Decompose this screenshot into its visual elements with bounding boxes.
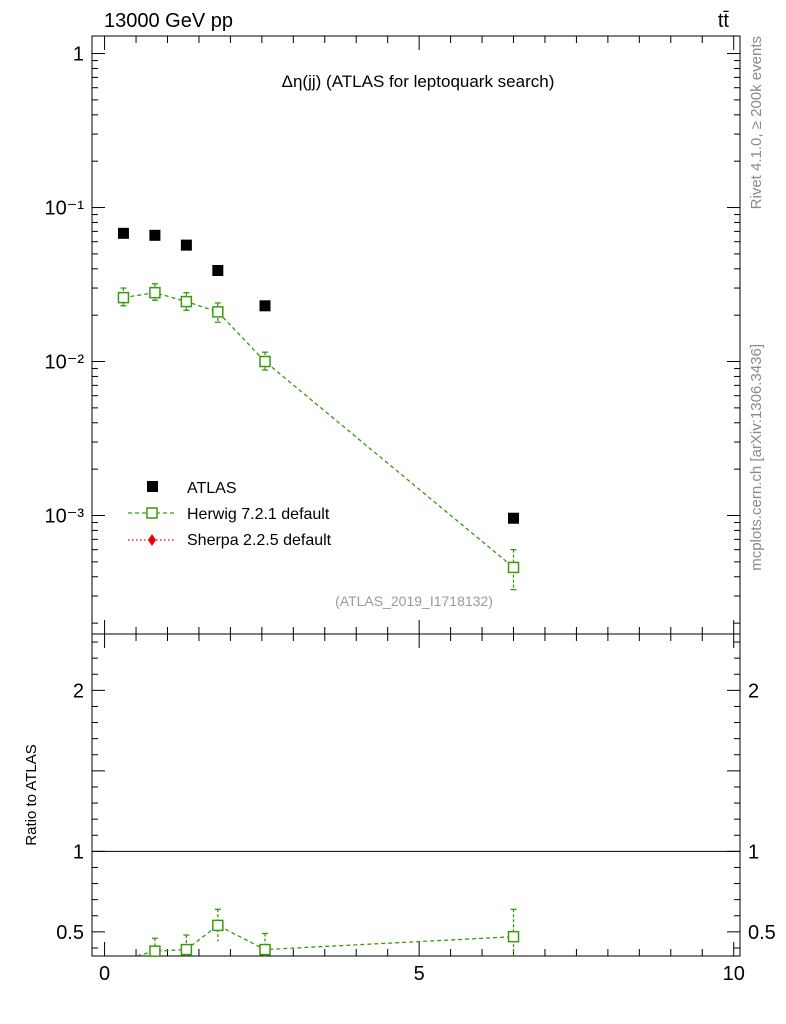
herwig-main-point	[507, 561, 520, 574]
ratio-ylabel: Ratio to ATLAS	[23, 744, 40, 845]
ratio-ytick-label: 2	[73, 680, 84, 702]
herwig-ratio-point	[149, 945, 161, 957]
atlas-data-point	[180, 239, 192, 251]
ratio-panel: 0.5 0.5 1 1 2 2 0 5 10 Ratio to ATLAS	[23, 633, 776, 985]
ratio-ytick-label-right: 0.5	[748, 922, 776, 944]
herwig-main-point	[180, 295, 193, 308]
ratio-data-marks	[133, 908, 520, 957]
herwig-main-point	[149, 286, 161, 299]
herwig-ratio-point	[507, 930, 520, 943]
mcplots-label: mcplots.cern.ch [arXiv:1306.3436]	[748, 344, 765, 571]
atlas-data-point	[212, 265, 224, 277]
ratio-ytick-label-right: 1	[748, 841, 759, 863]
main-title: Δη(jj) (ATLAS for leptoquark search)	[282, 72, 555, 91]
legend-marker-atlas	[147, 481, 158, 492]
atlas-data-point	[149, 229, 161, 241]
main-data-marks	[117, 227, 520, 591]
main-axis-ticks: 1 10⁻¹ 10⁻² 10⁻³	[45, 36, 740, 634]
legend-label-herwig: Herwig 7.2.1 default	[187, 506, 330, 523]
legend-marker-herwig	[146, 507, 158, 519]
ratio-xtick-label: 0	[99, 963, 110, 985]
energy-label: 13000 GeV pp	[104, 10, 233, 32]
main-panel: 1 10⁻¹ 10⁻² 10⁻³ Δη(jj) (ATLAS for leptoqua…	[45, 35, 741, 635]
ratio-xtick-label: 10	[723, 963, 745, 985]
legend: ATLAS Herwig 7.2.1 default Sherpa 2.2.5 …	[128, 480, 332, 549]
main-ytick-label: 10⁻¹	[45, 198, 85, 220]
ratio-ytick-label-right: 2	[748, 680, 759, 702]
atlas-data-point	[508, 512, 520, 524]
herwig-ratio-point	[212, 919, 224, 932]
ratio-ytick-label: 0.5	[56, 922, 84, 944]
ratio-axis-ticks: 0.5 0.5 1 1 2 2 0 5 10	[56, 634, 776, 985]
ratio-ytick-label: 1	[73, 841, 84, 863]
herwig-ratio-line	[133, 924, 514, 956]
herwig-main-point	[212, 306, 224, 318]
herwig-ratio-point	[180, 943, 193, 956]
main-ytick-label: 10⁻²	[45, 352, 85, 374]
atlas-data-point	[117, 227, 129, 239]
herwig-ratio-point	[259, 943, 271, 956]
analysis-watermark: (ATLAS_2019_I1718132)	[335, 593, 493, 609]
herwig-main-point	[259, 355, 271, 368]
main-ytick-label: 1	[73, 44, 84, 66]
legend-label-sherpa: Sherpa 2.2.5 default	[187, 532, 332, 549]
herwig-main-point	[117, 291, 130, 304]
legend-marker-sherpa	[148, 534, 156, 546]
main-ytick-label: 10⁻³	[45, 506, 85, 528]
atlas-data-point	[259, 300, 271, 312]
ratio-xtick-label: 5	[414, 963, 425, 985]
ratio-panel-frame	[91, 633, 741, 957]
rivet-label: Rivet 4.1.0, ≥ 200k events	[748, 36, 765, 209]
legend-label-atlas: ATLAS	[187, 480, 237, 497]
process-label: tt̄	[718, 10, 730, 32]
herwig-main-line	[123, 291, 514, 568]
